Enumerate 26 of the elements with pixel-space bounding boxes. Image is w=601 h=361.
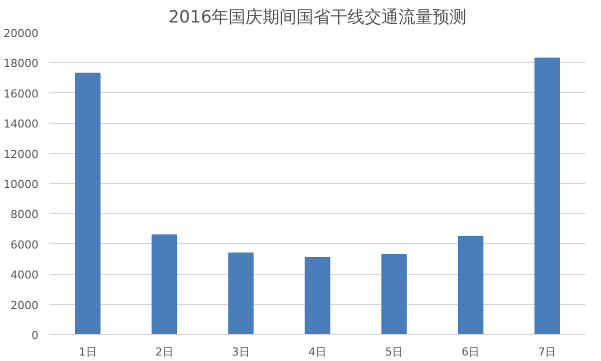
x-tick-label: 1日 bbox=[78, 346, 97, 358]
y-tick-label: 8000 bbox=[10, 208, 39, 222]
bar bbox=[75, 72, 101, 334]
y-tick-label: 20000 bbox=[4, 27, 39, 40]
y-tick-label: 12000 bbox=[4, 148, 39, 161]
x-tick-label: 4日 bbox=[308, 346, 326, 358]
bar bbox=[228, 252, 254, 334]
y-tick-label: 10000 bbox=[4, 178, 39, 191]
y-tick-label: 0 bbox=[32, 329, 38, 342]
y-tick-label: 4000 bbox=[10, 268, 39, 282]
x-tick-label: 3日 bbox=[232, 346, 250, 358]
y-tick-label: 14000 bbox=[4, 118, 39, 131]
bar bbox=[381, 254, 407, 334]
x-tick-label: 5日 bbox=[385, 346, 404, 358]
x-tick-label: 7日 bbox=[538, 346, 556, 358]
x-tick-label: 6日 bbox=[462, 346, 480, 358]
bar bbox=[152, 234, 178, 334]
bar bbox=[534, 58, 560, 334]
bar bbox=[458, 236, 484, 334]
bar bbox=[304, 256, 330, 334]
y-tick-label: 6000 bbox=[10, 238, 39, 252]
y-tick-label: 2000 bbox=[10, 298, 39, 312]
y-tick-label: 18000 bbox=[4, 57, 39, 70]
y-tick-label: 16000 bbox=[4, 87, 39, 100]
x-tick-label: 2日 bbox=[155, 346, 174, 358]
chart-title: 2016年国庆期间国省干线交通流量预测 bbox=[168, 8, 467, 28]
